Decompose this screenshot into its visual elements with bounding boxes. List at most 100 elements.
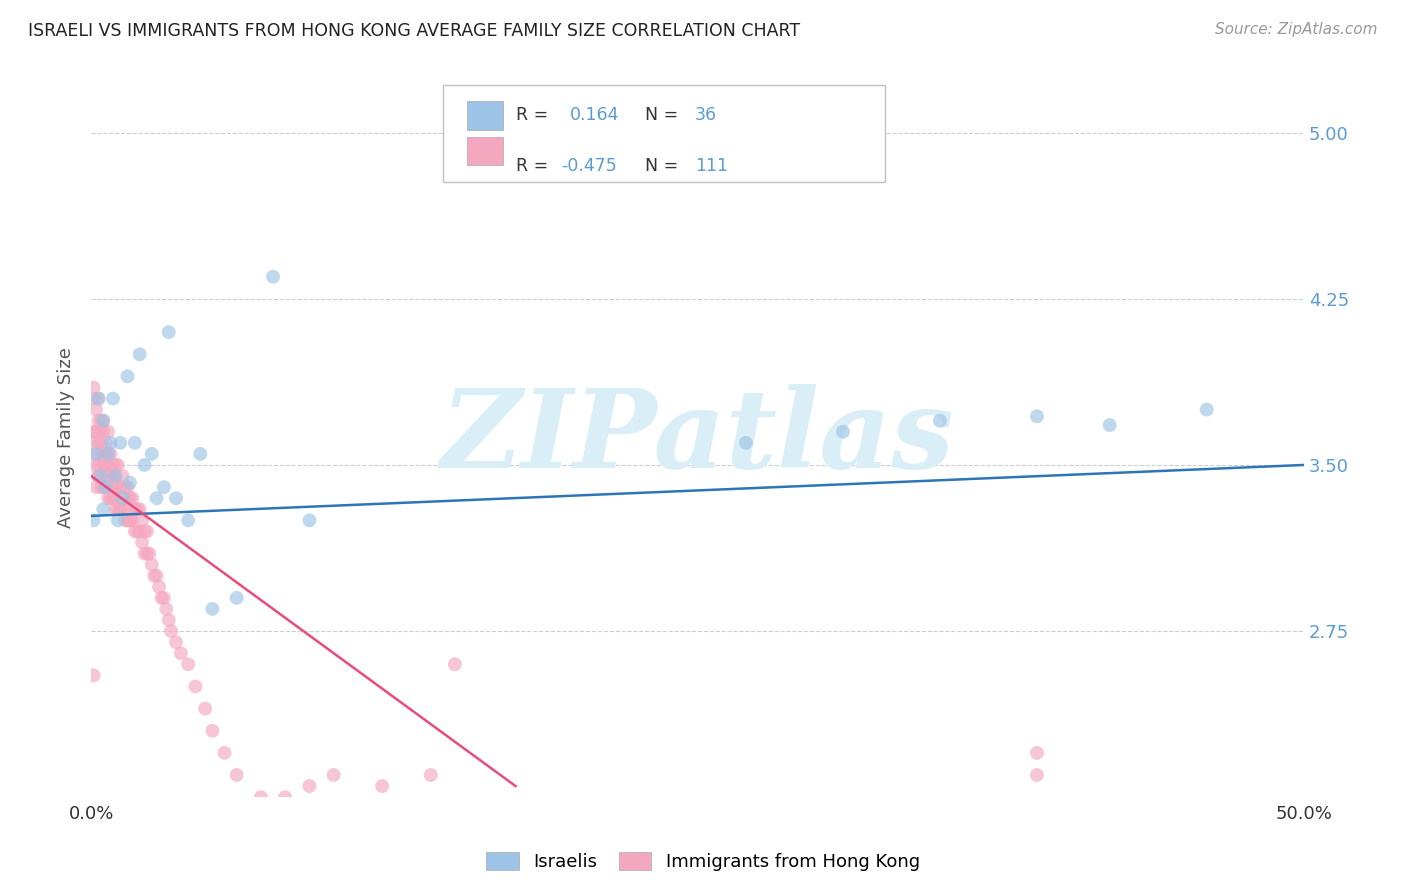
Point	[111, 469, 134, 483]
Point	[138, 547, 160, 561]
Point	[117, 513, 139, 527]
Point	[134, 524, 156, 539]
Point	[214, 746, 236, 760]
Point	[107, 513, 129, 527]
Point	[87, 458, 110, 472]
Point	[735, 435, 758, 450]
Point	[1026, 768, 1049, 782]
Point	[104, 469, 127, 483]
Point	[322, 768, 344, 782]
Y-axis label: Average Family Size: Average Family Size	[58, 347, 75, 528]
Point	[165, 635, 187, 649]
Point	[225, 768, 247, 782]
Point	[141, 447, 163, 461]
Point	[107, 458, 129, 472]
Point	[91, 414, 114, 428]
Bar	[467, 101, 503, 129]
Point	[170, 646, 193, 660]
Point	[177, 513, 200, 527]
Point	[131, 535, 153, 549]
Point	[1026, 746, 1049, 760]
Point	[111, 502, 134, 516]
Point	[143, 568, 166, 582]
Point	[298, 513, 321, 527]
Point	[114, 513, 136, 527]
Point	[87, 414, 110, 428]
Point	[121, 491, 143, 506]
Point	[124, 524, 146, 539]
Point	[97, 469, 120, 483]
Point	[100, 435, 122, 450]
Point	[141, 558, 163, 572]
Text: 36: 36	[695, 106, 717, 124]
Point	[153, 591, 176, 605]
Point	[84, 402, 107, 417]
Text: ISRAELI VS IMMIGRANTS FROM HONG KONG AVERAGE FAMILY SIZE CORRELATION CHART: ISRAELI VS IMMIGRANTS FROM HONG KONG AVE…	[28, 22, 800, 40]
Point	[128, 502, 150, 516]
Point	[111, 491, 134, 506]
Point	[110, 502, 132, 516]
Point	[201, 602, 224, 616]
Point	[101, 491, 124, 506]
Text: R =: R =	[516, 157, 554, 175]
Point	[127, 524, 149, 539]
Point	[100, 491, 122, 506]
Text: R =: R =	[516, 106, 558, 124]
Point	[87, 469, 110, 483]
Point	[118, 475, 141, 490]
Point	[188, 447, 211, 461]
Point	[84, 425, 107, 439]
Bar	[467, 136, 503, 165]
Point	[94, 480, 117, 494]
Point	[225, 591, 247, 605]
Text: -0.475: -0.475	[561, 157, 617, 175]
Point	[104, 502, 127, 516]
Point	[97, 425, 120, 439]
Point	[94, 447, 117, 461]
Point	[97, 458, 120, 472]
Point	[124, 502, 146, 516]
FancyBboxPatch shape	[443, 85, 886, 182]
Point	[100, 458, 122, 472]
Point	[100, 480, 122, 494]
Point	[87, 435, 110, 450]
Point	[117, 369, 139, 384]
Point	[90, 480, 112, 494]
Point	[128, 524, 150, 539]
Point	[87, 392, 110, 406]
Point	[298, 779, 321, 793]
Point	[111, 480, 134, 494]
Text: Source: ZipAtlas.com: Source: ZipAtlas.com	[1215, 22, 1378, 37]
Point	[90, 435, 112, 450]
Point	[832, 425, 855, 439]
Point	[94, 435, 117, 450]
Point	[84, 447, 107, 461]
Point	[157, 613, 180, 627]
Point	[100, 469, 122, 483]
Text: N =: N =	[634, 157, 685, 175]
Point	[83, 380, 105, 394]
Point	[1195, 402, 1218, 417]
Point	[84, 425, 107, 439]
Point	[118, 513, 141, 527]
Point	[136, 547, 159, 561]
Point	[134, 458, 156, 472]
Point	[83, 435, 105, 450]
Point	[104, 469, 127, 483]
Point	[148, 580, 170, 594]
Point	[90, 447, 112, 461]
Text: 0.164: 0.164	[569, 106, 620, 124]
Point	[83, 392, 105, 406]
Point	[124, 435, 146, 450]
Point	[274, 790, 297, 805]
Point	[184, 680, 207, 694]
Text: 111: 111	[695, 157, 728, 175]
Point	[419, 768, 441, 782]
Point	[1026, 409, 1049, 424]
Point	[134, 547, 156, 561]
Point	[83, 458, 105, 472]
Point	[371, 779, 394, 793]
Point	[91, 480, 114, 494]
Point	[97, 447, 120, 461]
Legend: Israelis, Immigrants from Hong Kong: Israelis, Immigrants from Hong Kong	[479, 846, 927, 879]
